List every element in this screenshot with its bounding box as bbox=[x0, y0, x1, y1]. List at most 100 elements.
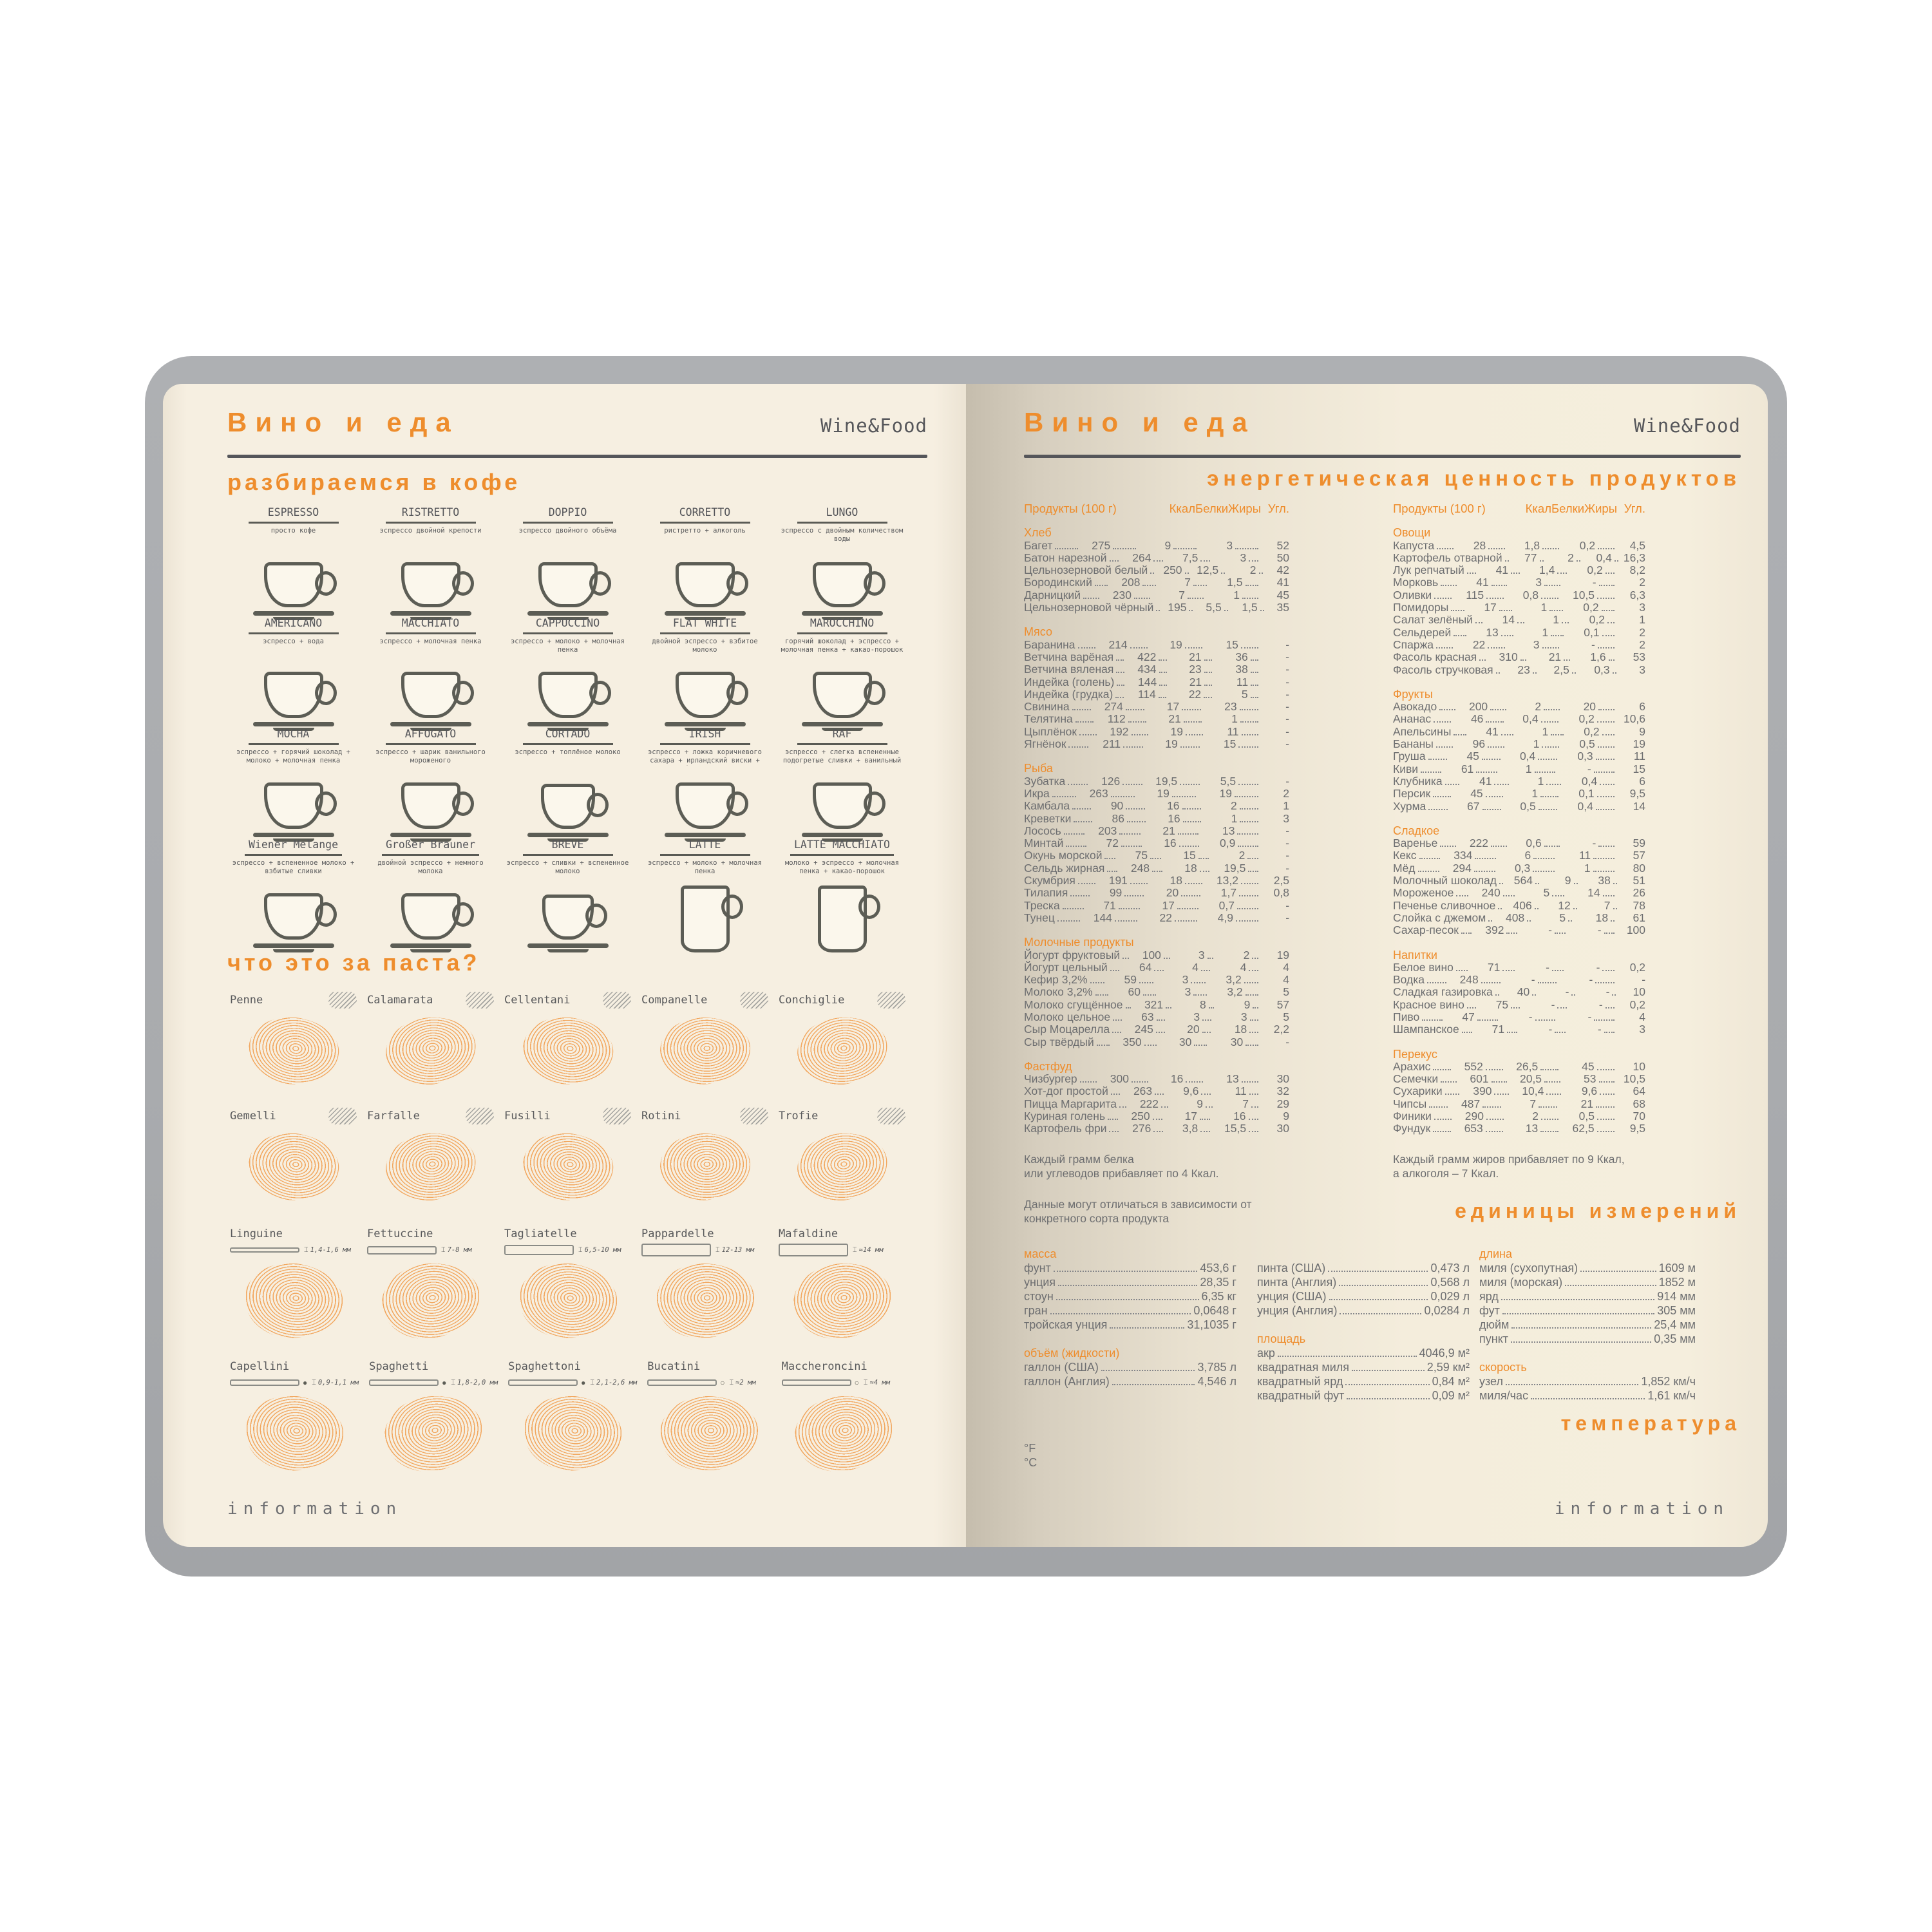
coffee-description: эспрессо + молоко + молочная пенка bbox=[647, 859, 762, 875]
food-name: Бананы bbox=[1393, 737, 1434, 751]
food-row: Фундук 653 13 62,5 9,5 bbox=[1393, 1122, 1645, 1135]
food-name: Фундук bbox=[1393, 1122, 1431, 1135]
food-name: Сыр твёрдый bbox=[1024, 1035, 1094, 1048]
food-fat: - bbox=[1591, 638, 1595, 651]
food-kcal: 22 bbox=[1472, 638, 1486, 651]
food-protein: 1 bbox=[1531, 787, 1539, 800]
pasta-item: Tagliatelle ⌶ 6,5-10 мм bbox=[499, 1227, 636, 1360]
unit-value: 1609 м bbox=[1658, 1262, 1696, 1274]
units-column-3: длина миля (сухопутная) 1609 м bbox=[1479, 1233, 1696, 1403]
cup-body bbox=[675, 672, 735, 718]
food-kcal: 601 bbox=[1470, 1072, 1489, 1086]
pasta-heap-illustration bbox=[656, 1264, 754, 1338]
note-protein: Каждый грамм белка или углеводов прибавл… bbox=[1024, 1152, 1219, 1180]
coffee-item: RAF эспрессо + слегка вспененные подогре… bbox=[773, 728, 911, 842]
food-kcal: 71 bbox=[1487, 960, 1501, 974]
food-protein: 18 bbox=[1184, 861, 1197, 875]
pasta-item: Bucatini ○ ⌶ ≈2 мм bbox=[642, 1360, 776, 1486]
food-fat: 21 bbox=[1580, 1097, 1594, 1110]
pasta-name: Fusilli bbox=[504, 1110, 551, 1122]
food-carbs: 16,3 bbox=[1623, 551, 1645, 564]
page-title: Вино и еда bbox=[227, 407, 459, 437]
coffee-item: AMERICANO эспрессо + вода bbox=[225, 617, 362, 731]
food-row: Сладкая газировка 40 - - 10 bbox=[1393, 986, 1645, 999]
food-fat: 1,5 bbox=[1242, 601, 1258, 614]
note-fat: Каждый грамм жиров прибавляет по 9 Ккал,… bbox=[1393, 1152, 1625, 1180]
food-protein: 26,5 bbox=[1516, 1059, 1539, 1073]
unit-name: тройская унция bbox=[1024, 1318, 1108, 1331]
food-kcal: 263 bbox=[1089, 786, 1108, 800]
food-carbs: 50 bbox=[1276, 551, 1290, 564]
food-protein: 5 bbox=[1559, 911, 1566, 924]
food-name: Хот-дог простой bbox=[1024, 1084, 1108, 1098]
pasta-heap-illustration bbox=[789, 1258, 895, 1343]
food-carbs: - bbox=[1285, 737, 1289, 751]
food-name: Киви bbox=[1393, 762, 1419, 775]
food-fat: 3 bbox=[1240, 1010, 1247, 1023]
food-carbs: 30 bbox=[1276, 1122, 1289, 1135]
food-protein: 1,4 bbox=[1539, 564, 1555, 577]
temperature-value bbox=[1202, 1455, 1251, 1470]
food-carbs: 15 bbox=[1633, 762, 1645, 775]
food-kcal: 390 bbox=[1473, 1084, 1492, 1098]
food-protein: 3,8 bbox=[1182, 1122, 1198, 1135]
cup-body bbox=[401, 782, 460, 829]
cup-body bbox=[263, 893, 323, 940]
food-carbs: - bbox=[1285, 911, 1290, 924]
food-fat: 11 bbox=[1578, 849, 1591, 862]
food-row: Ветчина варёная 422 21 36 - bbox=[1024, 650, 1289, 663]
food-fat: - bbox=[1592, 576, 1596, 589]
food-name: Морковь bbox=[1393, 576, 1439, 589]
pasta-name: Penne bbox=[230, 994, 263, 1007]
food-protein: 16 bbox=[1170, 1072, 1184, 1086]
food-name: Ананас bbox=[1393, 712, 1432, 726]
food-row: Картофель фри 276 3,8 15,5 30 bbox=[1024, 1122, 1289, 1135]
food-kcal: 192 bbox=[1110, 724, 1129, 738]
food-protein: 8 bbox=[1200, 998, 1206, 1011]
food-name: Ветчина варёная bbox=[1024, 650, 1114, 663]
temperature-value bbox=[1350, 1441, 1399, 1455]
food-carbs: - bbox=[1642, 973, 1646, 987]
pasta-shape-icon bbox=[877, 992, 905, 1009]
food-carbs: 41 bbox=[1276, 576, 1290, 589]
food-row: Тилапия 99 20 1,7 0,8 bbox=[1024, 887, 1289, 900]
unit-row: галлон (Англия) 4,546 л bbox=[1024, 1374, 1236, 1388]
coffee-cup-illustration bbox=[773, 876, 911, 952]
food-kcal: 41 bbox=[1486, 724, 1499, 738]
coffee-cup-illustration bbox=[636, 544, 773, 620]
ruler-icon: ⌶ bbox=[441, 1245, 446, 1254]
coffee-name: RISTRETTO bbox=[385, 506, 476, 524]
food-name: Чизбургер bbox=[1024, 1072, 1077, 1086]
saucer bbox=[390, 833, 471, 842]
food-kcal: 60 bbox=[1128, 985, 1141, 999]
food-kcal: 144 bbox=[1093, 911, 1112, 924]
food-protein: 2 bbox=[1567, 551, 1574, 564]
unit-group-title: скорость bbox=[1479, 1361, 1527, 1374]
food-table-header: Продукты (100 г) Ккал Белки Жиры Угл. bbox=[1024, 502, 1289, 515]
food-kcal: 47 bbox=[1462, 1010, 1475, 1023]
unit-value: 0,473 л bbox=[1430, 1262, 1470, 1274]
ruler-icon: ⌶ bbox=[715, 1245, 720, 1254]
food-carbs: 6,3 bbox=[1629, 588, 1646, 601]
food-row: Груша 45 0,4 0,3 11 bbox=[1393, 750, 1645, 763]
pasta-size: 2,1-2,6 мм bbox=[596, 1379, 638, 1387]
food-protein: 16 bbox=[1167, 799, 1180, 813]
unit-name: ярд bbox=[1479, 1290, 1499, 1303]
food-kcal: 64 bbox=[1139, 960, 1152, 974]
food-protein: 3 bbox=[1198, 948, 1205, 961]
food-kcal: 203 bbox=[1098, 824, 1117, 837]
cup-handle bbox=[863, 791, 886, 816]
unit-name: квадратный ярд bbox=[1257, 1375, 1343, 1388]
coffee-name: Großer Brauner bbox=[381, 838, 480, 856]
food-protein: 18 bbox=[1170, 874, 1182, 887]
saucer bbox=[252, 833, 334, 842]
food-name: Зубатка bbox=[1024, 774, 1066, 788]
unit-name: унция (Англия) bbox=[1257, 1304, 1338, 1317]
food-protein: 22 bbox=[1188, 687, 1202, 701]
unit-row: унция 28,35 г bbox=[1024, 1275, 1236, 1289]
food-row: Сыр твёрдый 350 30 30 - bbox=[1024, 1036, 1289, 1048]
coffee-name: ESPRESSO bbox=[248, 506, 339, 524]
coffee-cup-illustration bbox=[499, 876, 636, 952]
pasta-item: Gemelli bbox=[225, 1105, 362, 1227]
food-row: Бананы 96 1 0,5 19 bbox=[1393, 737, 1645, 751]
